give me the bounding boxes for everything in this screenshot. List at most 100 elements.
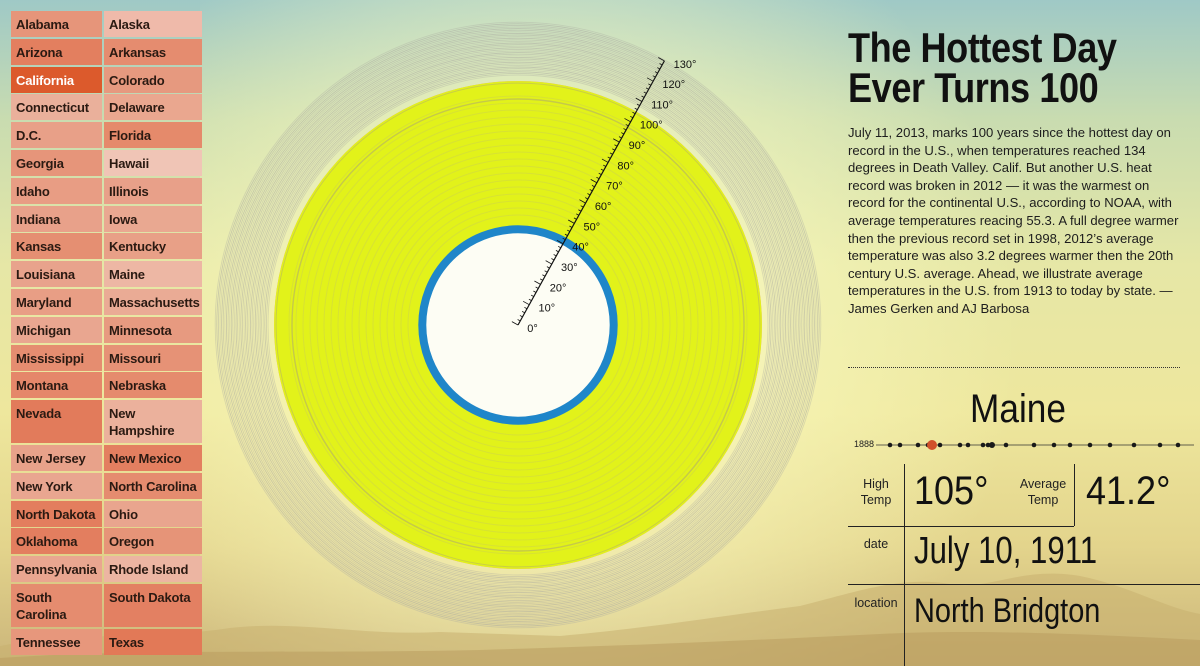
inner-ring <box>323 130 713 520</box>
state-item[interactable]: Tennessee <box>11 628 102 655</box>
state-item[interactable]: Colorado <box>104 66 202 93</box>
scale-label: 40° <box>572 242 589 254</box>
timeline-dot[interactable] <box>989 442 995 448</box>
record-details-table: High Temp 105° Average Temp 41.2° date J… <box>848 464 1200 666</box>
scale-tick <box>546 266 550 269</box>
state-item[interactable]: Maryland <box>11 288 102 315</box>
history-ring <box>264 71 772 579</box>
state-item[interactable]: Kentucky <box>104 233 202 260</box>
timeline-dot[interactable] <box>1031 442 1037 448</box>
scale-tick <box>521 311 525 314</box>
high-temp-value: 105° <box>914 469 989 513</box>
history-ring <box>235 42 801 608</box>
state-item[interactable]: Louisiana <box>11 261 102 288</box>
scale-tick <box>603 164 607 167</box>
state-item[interactable]: North Carolina <box>104 472 202 499</box>
state-item[interactable]: Iowa <box>104 205 202 232</box>
state-item[interactable]: Nebraska <box>104 372 202 399</box>
average-temp-ring <box>418 225 618 425</box>
state-item[interactable]: Ohio <box>104 500 202 527</box>
timeline-dot[interactable] <box>1051 442 1057 448</box>
scale-tick <box>636 103 640 106</box>
state-item[interactable]: Connecticut <box>11 94 102 121</box>
state-item[interactable]: Nevada <box>11 400 102 444</box>
state-item[interactable]: D.C. <box>11 122 102 149</box>
timeline-dot[interactable] <box>985 442 991 448</box>
state-item[interactable]: Rhode Island <box>104 556 202 583</box>
state-item[interactable]: Florida <box>104 122 202 149</box>
state-item[interactable]: Massachusetts <box>104 288 202 315</box>
scale-tick <box>553 254 557 257</box>
history-ring <box>267 74 769 576</box>
state-item[interactable]: Alaska <box>104 11 202 37</box>
timeline-dot[interactable] <box>915 442 921 448</box>
state-item[interactable]: Arizona <box>11 38 102 65</box>
history-ring <box>240 47 796 603</box>
inner-ring <box>344 151 692 499</box>
timeline-dot[interactable] <box>1175 442 1181 448</box>
state-item[interactable]: Alabama <box>11 11 102 37</box>
scale-tick <box>545 260 552 265</box>
state-item[interactable]: New York <box>11 472 102 499</box>
state-item[interactable]: California <box>11 66 102 93</box>
state-item[interactable]: Delaware <box>104 94 202 121</box>
state-item[interactable]: Indiana <box>11 205 102 232</box>
state-item[interactable]: Michigan <box>11 316 102 343</box>
timeline-dot[interactable] <box>1003 442 1009 448</box>
scale-tick <box>519 315 523 318</box>
timeline-dot[interactable] <box>887 442 893 448</box>
state-item[interactable]: New Jersey <box>11 444 102 471</box>
state-item[interactable]: South Dakota <box>104 583 202 627</box>
state-item[interactable]: Georgia <box>11 149 102 176</box>
state-item[interactable]: Arkansas <box>104 38 202 65</box>
table-divider-row2 <box>848 584 904 585</box>
timeline-dot[interactable] <box>897 442 903 448</box>
history-ring <box>232 39 804 611</box>
timeline-highlight-dot[interactable] <box>927 440 937 450</box>
timeline-dot[interactable] <box>1067 442 1073 448</box>
scale-tick <box>573 217 577 220</box>
state-item[interactable]: Hawaii <box>104 149 202 176</box>
state-item[interactable]: Illinois <box>104 177 202 204</box>
timeline-dot[interactable] <box>1157 442 1163 448</box>
year-timeline[interactable]: 1888 <box>848 434 1198 456</box>
state-item[interactable]: Kansas <box>11 233 102 260</box>
state-item[interactable]: New Mexico <box>104 444 202 471</box>
state-item[interactable]: Texas <box>104 628 202 655</box>
timeline-dot[interactable] <box>965 442 971 448</box>
scale-tick <box>575 213 580 216</box>
state-item[interactable]: Oklahoma <box>11 528 102 555</box>
timeline-dot[interactable] <box>957 442 963 448</box>
state-item[interactable]: Montana <box>11 372 102 399</box>
timeline-dot[interactable] <box>937 442 943 448</box>
timeline-dot[interactable] <box>1087 442 1093 448</box>
scale-tick <box>630 115 634 119</box>
timeline-dot[interactable] <box>980 442 986 448</box>
state-item[interactable]: Pennsylvania <box>11 556 102 583</box>
state-item[interactable]: South Carolina <box>11 583 102 627</box>
scale-tick <box>613 138 620 143</box>
scale-tick <box>569 225 573 228</box>
state-item[interactable]: New Hampshire <box>104 400 202 444</box>
inner-ring <box>330 137 706 513</box>
inner-ring <box>379 186 657 464</box>
state-item[interactable]: North Dakota <box>11 500 102 527</box>
state-item[interactable]: Mississippi <box>11 344 102 371</box>
state-item[interactable]: Minnesota <box>104 316 202 343</box>
state-item[interactable]: Missouri <box>104 344 202 371</box>
scale-label: 10° <box>539 303 556 315</box>
scale-tick <box>641 95 645 98</box>
timeline-dot[interactable] <box>1131 442 1137 448</box>
scale-tick <box>544 270 548 273</box>
history-ring <box>241 48 795 602</box>
average-temp-label: Average Temp <box>1019 477 1067 507</box>
scale-label: 120° <box>662 79 685 91</box>
state-item[interactable]: Maine <box>104 261 202 288</box>
state-item[interactable]: Idaho <box>11 177 102 204</box>
state-item[interactable]: Oregon <box>104 528 202 555</box>
scale-tick <box>589 189 593 192</box>
inner-ring <box>372 179 664 471</box>
timeline-dot[interactable] <box>1107 442 1113 448</box>
scale-label: 20° <box>550 282 567 294</box>
inner-ring <box>316 123 720 527</box>
